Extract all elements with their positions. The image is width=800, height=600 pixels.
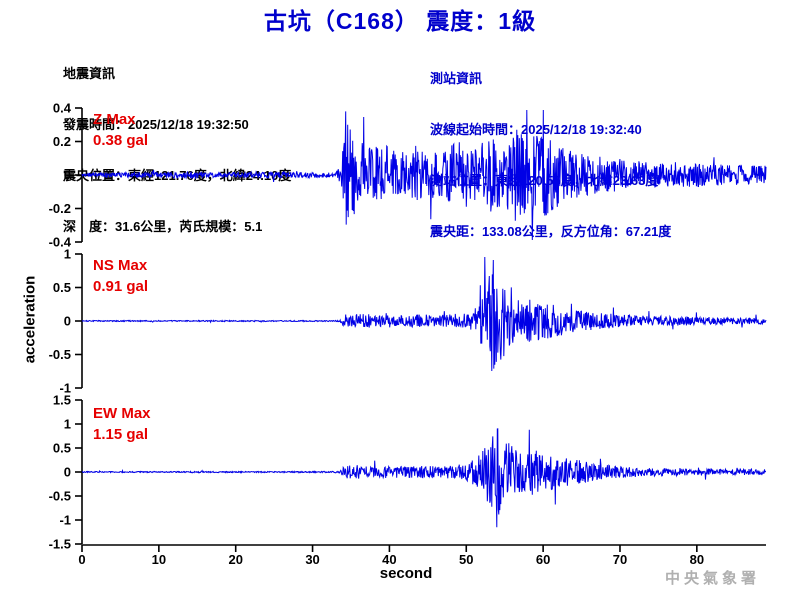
ew-max-label: EW Max 1.15 gal (93, 403, 151, 445)
y-tick-label: -0.5 (49, 347, 71, 362)
y-tick-label: 0 (64, 314, 71, 329)
y-tick-label: -1 (59, 381, 71, 396)
y-tick-label: 0.5 (53, 441, 71, 456)
y-tick-label: 1 (64, 417, 71, 432)
x-axis-label: second (379, 565, 433, 582)
waveform-trace-z (81, 109, 767, 241)
y-tick-label: 0 (64, 168, 71, 183)
waveform-trace-ew (81, 428, 766, 528)
y-tick-label: 0.5 (53, 280, 71, 295)
y-tick-label: -1.5 (49, 537, 71, 552)
agency-watermark: 中央氣象署 (664, 571, 760, 587)
x-tick-label: 40 (382, 552, 396, 567)
x-tick-label: 0 (78, 552, 85, 567)
y-tick-label: 0.2 (53, 134, 71, 149)
y-tick-label: 1.5 (53, 393, 71, 408)
ns-max-value: 0.91 gal (93, 278, 149, 295)
x-tick-label: 10 (152, 552, 166, 567)
y-tick-label: 0.4 (53, 101, 72, 116)
waveform-trace-ns (81, 256, 767, 372)
y-axis-label: acceleration (21, 275, 39, 364)
x-tick-label: 20 (228, 552, 242, 567)
earthquake-info-block: 地震資訊 發震時間：2025/12/18 19:32:50 震央位置：東經121… (63, 31, 291, 269)
ns-max-title: NS Max (93, 257, 148, 274)
ew-max-title: EW Max (93, 405, 151, 422)
y-tick-label: -0.4 (49, 235, 72, 250)
earthquake-origin-time: 發震時間：2025/12/18 19:32:50 (63, 117, 249, 132)
x-tick-label: 60 (536, 552, 550, 567)
y-tick-label: -0.5 (49, 489, 71, 504)
y-tick-label: 0 (64, 465, 71, 480)
earthquake-info-heading: 地震資訊 (63, 66, 116, 81)
z-max-value: 0.38 gal (93, 132, 149, 149)
z-max-title: Z Max (93, 111, 136, 128)
ew-max-value: 1.15 gal (93, 426, 149, 443)
y-tick-label: 1 (64, 247, 71, 262)
x-tick-label: 70 (613, 552, 627, 567)
station-info-heading: 測站資訊 (430, 71, 483, 86)
y-tick-label: -0.2 (49, 201, 71, 216)
x-tick-label: 30 (305, 552, 319, 567)
ns-max-label: NS Max 0.91 gal (93, 255, 148, 297)
x-tick-label: 50 (459, 552, 473, 567)
station-distance-azimuth: 震央距：133.08公里，反方位角：67.21度 (430, 224, 672, 239)
y-tick-label: -1 (59, 513, 71, 528)
earthquake-depth-magnitude: 深 度：31.6公里，芮氏規模：5.1 (63, 219, 263, 234)
z-max-label: Z Max 0.38 gal (93, 109, 148, 151)
page-title: 古坑（C168） 震度：1級 (263, 8, 537, 34)
x-tick-label: 80 (690, 552, 704, 567)
station-wave-start-time: 波線起始時間：2025/12/18 19:32:40 (430, 122, 642, 137)
